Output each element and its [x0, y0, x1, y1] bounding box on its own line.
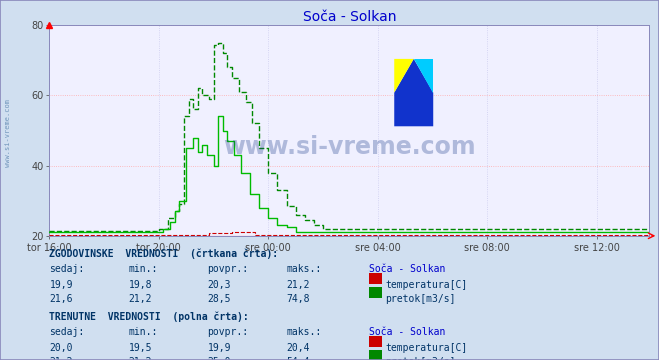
- Polygon shape: [394, 59, 414, 93]
- Text: pretok[m3/s]: pretok[m3/s]: [386, 294, 456, 304]
- Text: maks.:: maks.:: [287, 327, 322, 337]
- Text: 21,2: 21,2: [129, 294, 152, 304]
- Text: sedaj:: sedaj:: [49, 264, 84, 274]
- Text: povpr.:: povpr.:: [208, 264, 248, 274]
- Polygon shape: [414, 59, 433, 93]
- Text: 20,3: 20,3: [208, 280, 231, 290]
- Text: maks.:: maks.:: [287, 264, 322, 274]
- Text: 54,4: 54,4: [287, 357, 310, 360]
- Text: 21,2: 21,2: [287, 280, 310, 290]
- Text: min.:: min.:: [129, 327, 158, 337]
- Text: Soča - Solkan: Soča - Solkan: [369, 264, 445, 274]
- Text: 21,6: 21,6: [49, 294, 73, 304]
- Text: 19,5: 19,5: [129, 343, 152, 353]
- Text: 19,9: 19,9: [49, 280, 73, 290]
- Text: www.si-vreme.com: www.si-vreme.com: [5, 99, 11, 167]
- Text: min.:: min.:: [129, 264, 158, 274]
- Text: 21,2: 21,2: [49, 357, 73, 360]
- Title: Soča - Solkan: Soča - Solkan: [302, 10, 396, 24]
- Text: 19,9: 19,9: [208, 343, 231, 353]
- Text: pretok[m3/s]: pretok[m3/s]: [386, 357, 456, 360]
- Text: TRENUTNE  VREDNOSTI  (polna črta):: TRENUTNE VREDNOSTI (polna črta):: [49, 311, 249, 322]
- Text: 20,4: 20,4: [287, 343, 310, 353]
- Text: povpr.:: povpr.:: [208, 327, 248, 337]
- Text: ZGODOVINSKE  VREDNOSTI  (črtkana črta):: ZGODOVINSKE VREDNOSTI (črtkana črta):: [49, 248, 279, 259]
- Text: 74,8: 74,8: [287, 294, 310, 304]
- Text: 20,0: 20,0: [49, 343, 73, 353]
- Text: 19,8: 19,8: [129, 280, 152, 290]
- Text: 25,0: 25,0: [208, 357, 231, 360]
- Text: Soča - Solkan: Soča - Solkan: [369, 327, 445, 337]
- Text: sedaj:: sedaj:: [49, 327, 84, 337]
- Text: 21,2: 21,2: [129, 357, 152, 360]
- Polygon shape: [394, 59, 433, 126]
- Text: temperatura[C]: temperatura[C]: [386, 280, 468, 290]
- Text: www.si-vreme.com: www.si-vreme.com: [223, 135, 476, 159]
- Text: temperatura[C]: temperatura[C]: [386, 343, 468, 353]
- Text: 28,5: 28,5: [208, 294, 231, 304]
